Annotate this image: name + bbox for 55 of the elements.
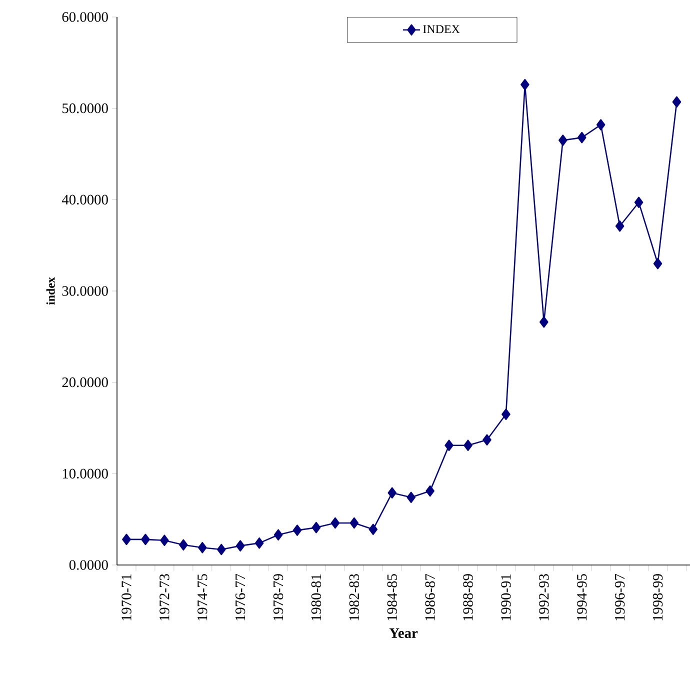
point [520, 78, 530, 90]
point [388, 487, 397, 498]
point [653, 258, 662, 270]
point [160, 534, 169, 546]
point [198, 542, 207, 554]
x-tick-label: 1982-83 [349, 574, 360, 620]
point [634, 196, 644, 208]
x-tick-label: 1972-73 [160, 574, 170, 620]
y-tick-label: 10.0000 [62, 468, 108, 479]
x-tick-label: 1998-99 [652, 574, 663, 620]
x-tick-label: 1988-89 [463, 574, 473, 620]
y-tick-label: 60.0000 [62, 12, 108, 22]
point [179, 539, 188, 551]
x-tick-label: 1978-79 [273, 574, 284, 620]
point [615, 220, 624, 232]
point [292, 524, 302, 536]
point [368, 524, 378, 536]
x-tick-label: 1974-75 [198, 574, 208, 620]
y-tick-label: 30.0000 [62, 286, 108, 296]
x-tick-label: 1976-77 [235, 574, 246, 620]
x-tick-label: 1996-97 [614, 574, 625, 620]
x-tick-label: 1980-81 [311, 574, 322, 620]
point [464, 440, 472, 451]
legend-label: INDEX [423, 25, 460, 34]
point [502, 408, 510, 420]
x-axis-title: Year [389, 628, 418, 638]
point [216, 544, 226, 556]
x-tick-label: 1990-91 [501, 574, 511, 620]
y-tick-label: 0.0000 [69, 560, 108, 570]
point [540, 316, 548, 328]
y-tick-label: 20.0000 [62, 377, 108, 388]
x-tick-label: 1992-93 [539, 574, 549, 620]
point [330, 517, 340, 529]
y-tick-label: 50.0000 [62, 103, 108, 114]
x-tick-label: 1986-87 [425, 574, 435, 620]
point [426, 485, 434, 497]
point [444, 440, 454, 451]
point [406, 492, 416, 504]
point [350, 517, 359, 529]
point [122, 534, 131, 546]
point [482, 434, 492, 446]
point [596, 119, 606, 130]
point [236, 540, 245, 552]
y-tick-label: 40.0000 [62, 194, 108, 205]
point [672, 96, 682, 108]
point [274, 529, 283, 541]
point [254, 537, 264, 549]
point [141, 534, 150, 546]
x-tick-label: 1994-95 [577, 574, 587, 620]
x-tick-label: 1984-85 [387, 574, 397, 620]
y-axis-title: index [46, 277, 55, 305]
point [577, 132, 586, 144]
x-tick-label: 1970-71 [122, 574, 132, 620]
point [558, 134, 568, 146]
point [312, 522, 321, 534]
